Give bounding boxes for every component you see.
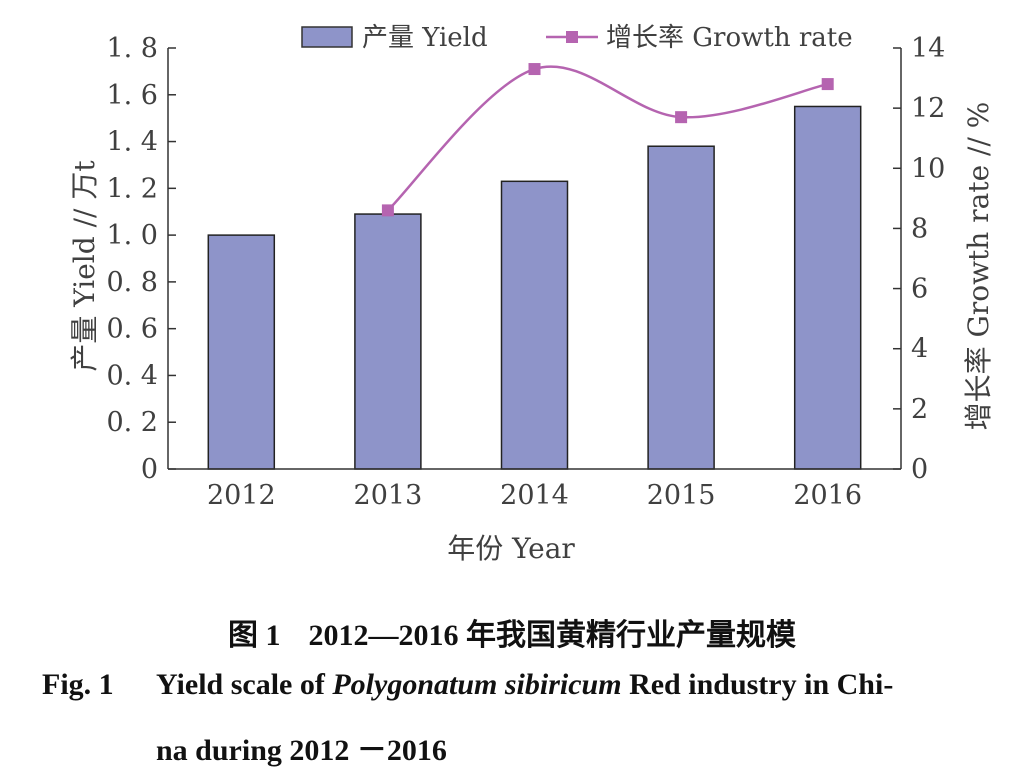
y-right-tick-label: 10 <box>911 153 945 184</box>
caption-en-text-a: Yield scale of <box>156 668 333 701</box>
bar-2013 <box>354 213 422 470</box>
y-right-tick-label: 14 <box>911 33 945 64</box>
growth-point-2014 <box>528 63 541 76</box>
x-axis-label: 年份 Year <box>447 532 575 565</box>
bars-group <box>207 105 862 470</box>
caption-en-species: Polygonatum sibiricum <box>332 668 622 701</box>
legend-label-yield: 产量 Yield <box>362 23 488 53</box>
caption-cn-title: 2012—2016 年我国黄精行业产量规模 <box>308 619 797 652</box>
legend-label-growth: 增长率 Growth rate <box>606 23 853 53</box>
y-right-tick-label: 2 <box>911 394 928 425</box>
caption-english-line1: Fig. 1 Yield scale of Polygonatum sibiric… <box>42 668 893 702</box>
bar-2015 <box>647 145 715 470</box>
y-left-tick-label: 0. 8 <box>106 267 158 298</box>
legend-marker-growth <box>566 31 578 43</box>
legend: 产量 Yield 增长率 Growth rate <box>301 23 853 53</box>
y-left-tick-label: 1. 8 <box>106 33 158 64</box>
y-left-tick-label: 1. 6 <box>106 80 158 111</box>
y-right-tick-label: 6 <box>911 274 928 305</box>
x-tick-label: 2013 <box>354 480 423 511</box>
x-tick-label: 2012 <box>207 480 276 511</box>
y-left-tick-label: 1. 4 <box>106 127 158 158</box>
y-left-tick-label: 1. 0 <box>106 220 158 251</box>
caption-chinese: 图 1 2012—2016 年我国黄精行业产量规模 <box>0 610 1024 654</box>
growth-rate-line <box>387 65 828 212</box>
y-left-tick-label: 0. 4 <box>106 360 158 391</box>
y-left-tick-label: 1. 2 <box>106 173 158 204</box>
growth-point-2013 <box>381 204 394 217</box>
caption-cn-fignum: 图 1 <box>228 619 281 652</box>
y-left-tick-label: 0 <box>141 454 158 485</box>
bar-2016 <box>793 105 862 470</box>
growth-point-2016 <box>821 78 834 91</box>
y-right-tick-label: 12 <box>911 93 945 124</box>
bar-2012 <box>207 234 276 470</box>
bar-2014 <box>500 180 569 470</box>
x-tick-label: 2015 <box>647 480 716 511</box>
y-left-tick-label: 0. 6 <box>106 314 158 345</box>
x-tick-label: 2016 <box>793 480 862 511</box>
y-axis-right-label: 增长率 Growth rate // % <box>962 102 995 431</box>
growth-point-2015 <box>675 111 688 124</box>
legend-swatch-yield <box>301 26 353 48</box>
y-right-tick-label: 4 <box>911 334 928 365</box>
growth-line-group <box>381 63 834 217</box>
axes-group: 0 0. 2 0. 4 0. 6 0. 8 1. 0 1. 2 1. 4 1. 6 1. 8 0 2 4… <box>106 33 945 511</box>
chart-area: 0 0. 2 0. 4 0. 6 0. 8 1. 0 1. 2 1. 4 1. 6 1. 8 0 2 4… <box>16 8 1006 570</box>
chart-svg: 0 0. 2 0. 4 0. 6 0. 8 1. 0 1. 2 1. 4 1. 6 1. 8 0 2 4… <box>68 23 995 565</box>
caption-en-fignum: Fig. 1 <box>42 668 114 701</box>
caption-en-text-b: Red industry in Chi- <box>621 668 894 701</box>
x-tick-label: 2014 <box>500 480 569 511</box>
y-axis-left-label: 产量 Yield // 万t <box>68 160 101 372</box>
y-right-tick-label: 8 <box>911 213 928 244</box>
y-left-tick-label: 0. 2 <box>106 407 158 438</box>
y-right-tick-label: 0 <box>911 454 928 485</box>
caption-english-line2: na during 2012 －2016 <box>156 734 447 767</box>
